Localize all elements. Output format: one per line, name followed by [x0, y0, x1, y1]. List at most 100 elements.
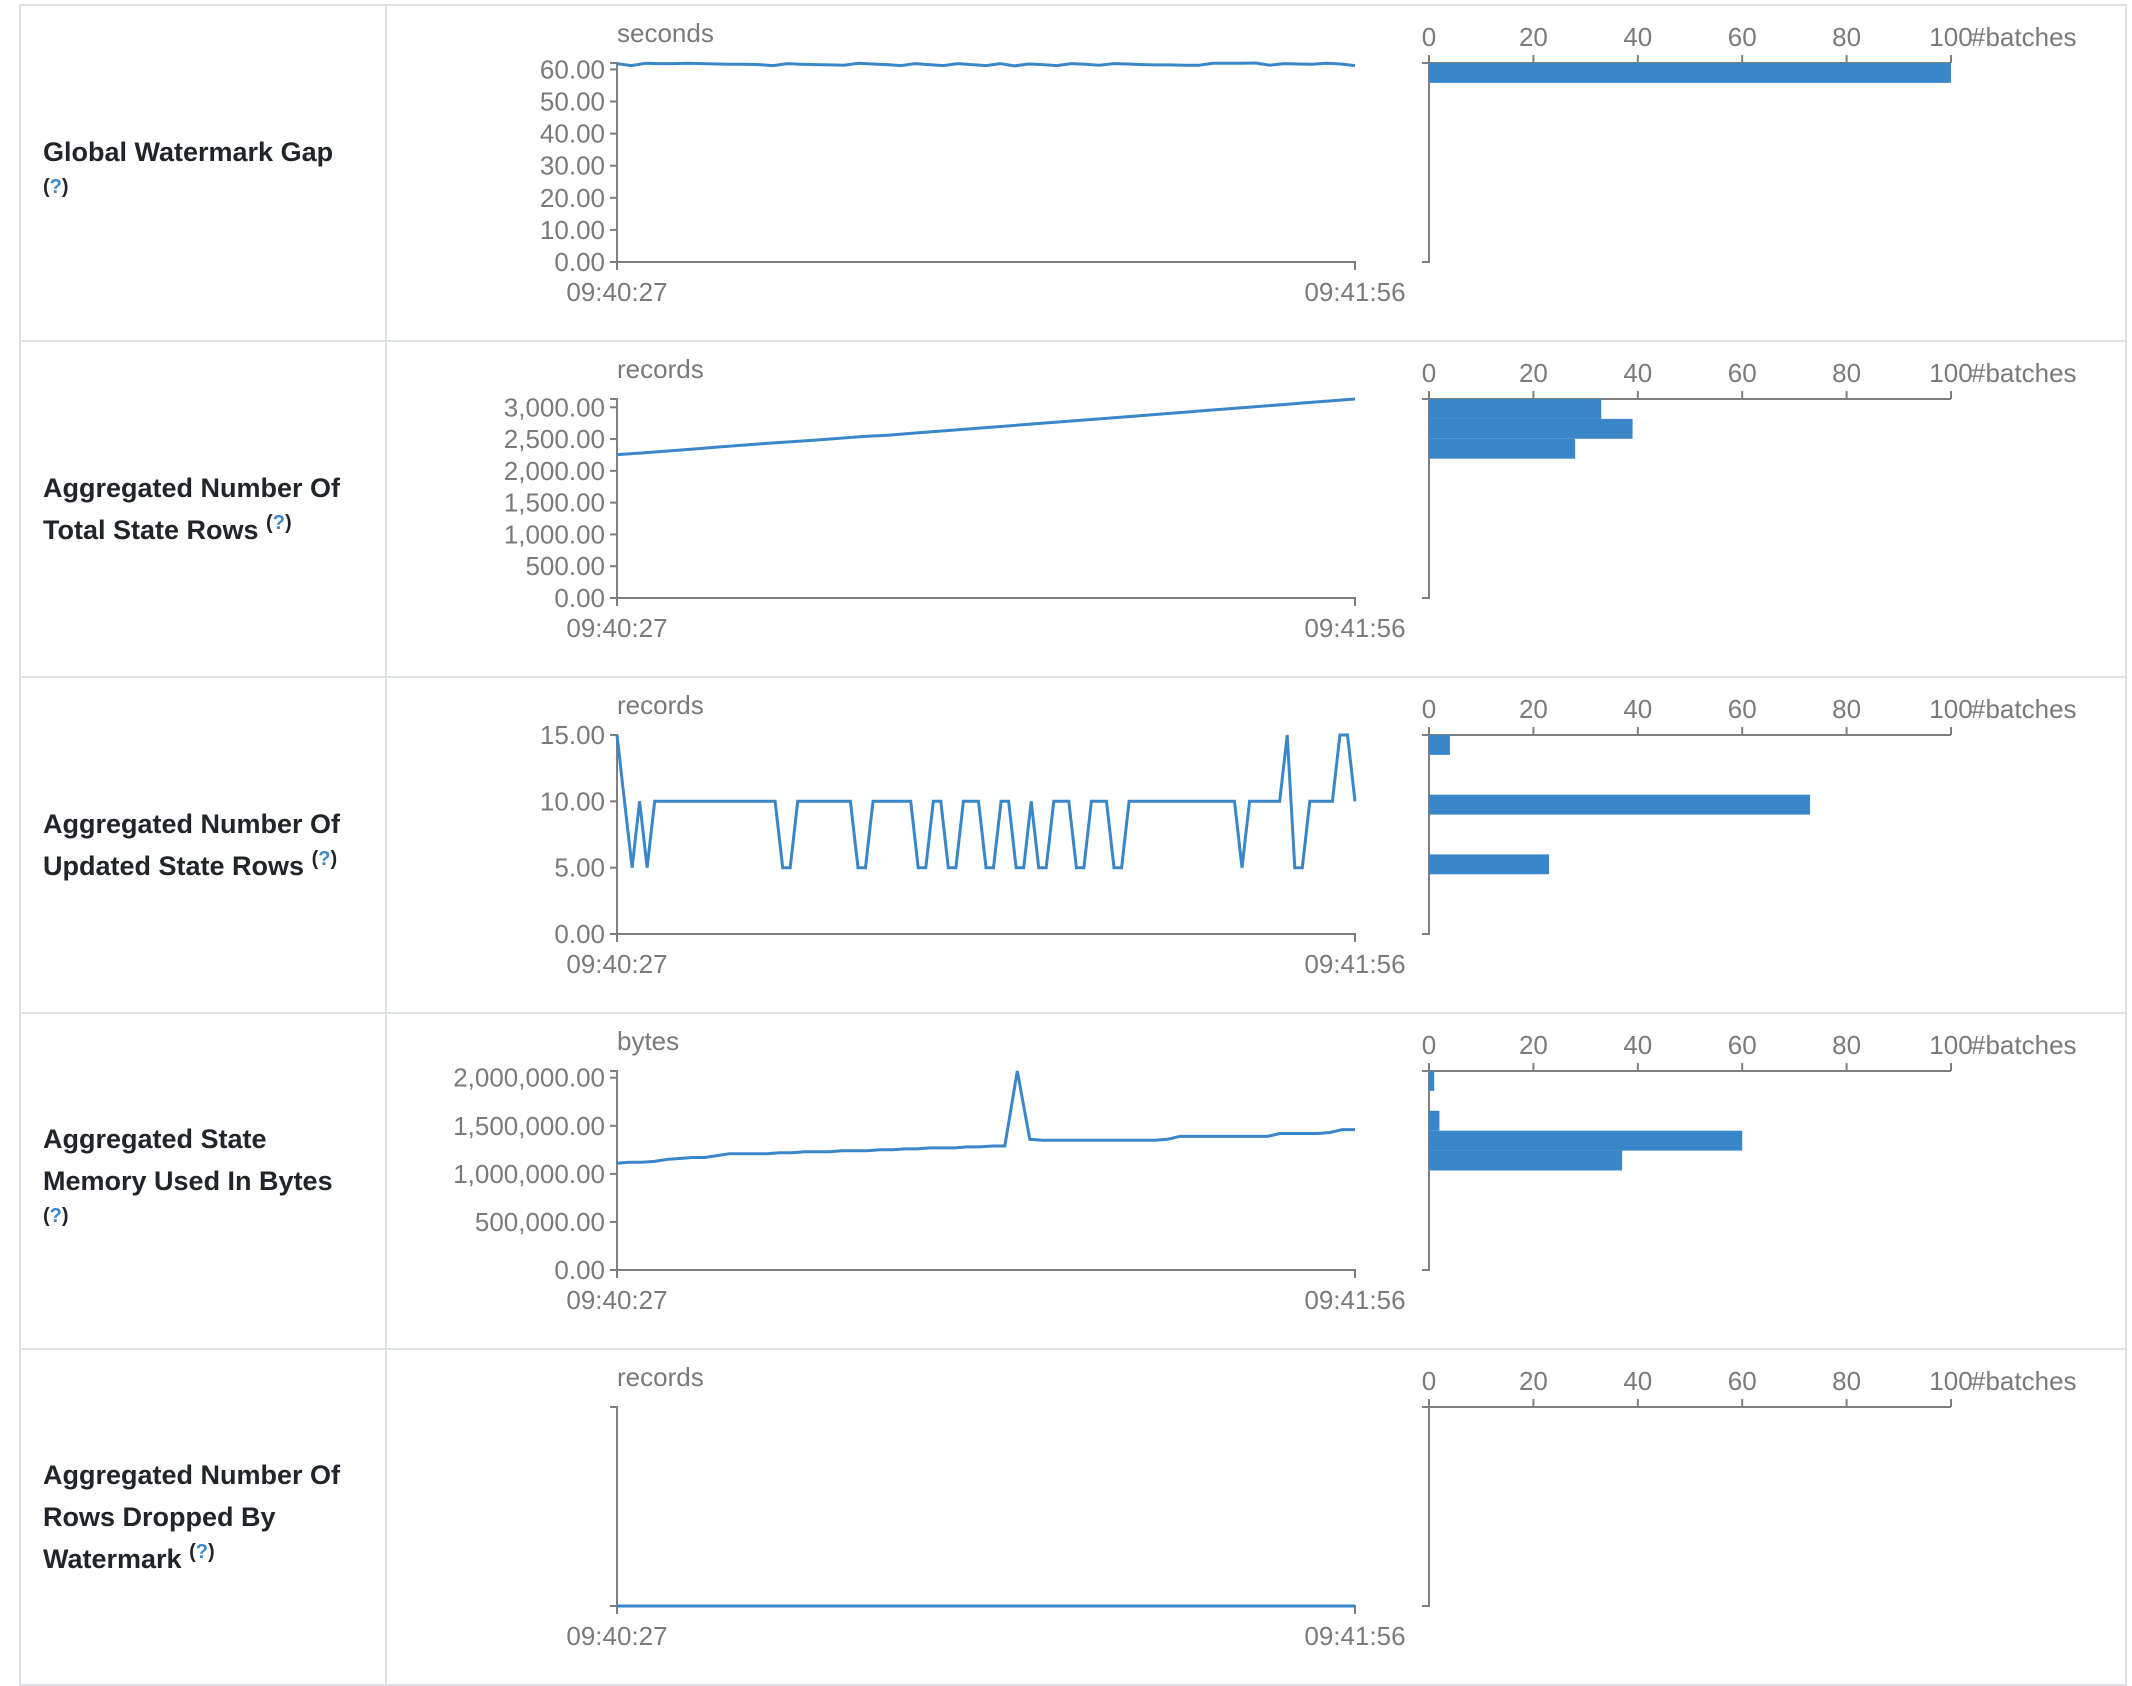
- histogram-tick-label: 60: [1728, 1366, 1757, 1396]
- help-mark-close: ): [284, 512, 292, 534]
- timeline-chart: records 0.00 5.00 10.00 15.00 09:40:27 09:41:5…: [540, 690, 1406, 979]
- histogram-tick-label: 20: [1519, 358, 1548, 388]
- help-tooltip-icon[interactable]: (?): [189, 1541, 215, 1563]
- help-tooltip-icon[interactable]: (?): [43, 1205, 69, 1227]
- x-tick-label-end: 09:41:56: [1304, 949, 1405, 979]
- histogram-tick-label: 0: [1422, 22, 1436, 52]
- histogram-tick-label: 20: [1519, 694, 1548, 724]
- metric-name: Aggregated Number Of Rows Dropped By Water…: [21, 1454, 340, 1580]
- y-axis-line: [610, 1406, 1356, 1614]
- histogram-left-axis: [1422, 735, 1430, 935]
- metric-name: Aggregated Number Of Updated State Rows (…: [21, 803, 340, 887]
- metric-name-line: Total State Rows: [43, 515, 259, 545]
- metric-label-cell: Global Watermark Gap (?): [21, 6, 387, 340]
- histogram-bar: [1429, 1150, 1623, 1171]
- histogram-tick-label: 100: [1929, 1366, 1972, 1396]
- metric-name-line: Aggregated Number Of: [43, 473, 341, 503]
- help-tooltip-icon[interactable]: (?): [266, 512, 292, 534]
- y-axis-unit-label: bytes: [617, 1026, 679, 1056]
- y-tick-label: 20.00: [540, 183, 605, 213]
- histogram-bar: [1429, 1130, 1743, 1151]
- metrics-table: Global Watermark Gap (?) seconds 0.00 10.00 2…: [19, 4, 2127, 1686]
- metric-name: Global Watermark Gap (?): [21, 131, 333, 215]
- y-tick-label: 5.00: [554, 853, 605, 883]
- y-tick-label: 0.00: [554, 583, 605, 613]
- y-tick-label: 0.00: [554, 1255, 605, 1285]
- histogram-tick-label: 20: [1519, 22, 1548, 52]
- y-tick-label: 30.00: [540, 151, 605, 181]
- histogram-axis-label: #batches: [1971, 1030, 2077, 1060]
- help-mark-close: ): [61, 1205, 69, 1227]
- metric-label-cell: Aggregated Number Of Updated State Rows (…: [21, 678, 387, 1012]
- metric-name-line: Memory Used In Bytes: [43, 1166, 333, 1196]
- metric-row: Aggregated Number Of Updated State Rows (…: [19, 678, 2127, 1014]
- histogram-bar: [1429, 438, 1576, 459]
- help-tooltip-icon[interactable]: (?): [312, 848, 338, 870]
- help-mark-q: ?: [49, 176, 62, 198]
- y-tick-label: 1,000,000.00: [453, 1159, 605, 1189]
- y-axis-unit-label: records: [617, 354, 704, 384]
- histogram-left-axis: [1422, 63, 1430, 263]
- y-tick-label: 0.00: [554, 247, 605, 277]
- help-mark-close: ): [207, 1541, 215, 1563]
- histogram-tick-label: 20: [1519, 1366, 1548, 1396]
- metric-row: Aggregated State Memory Used In Bytes (?) b…: [19, 1014, 2127, 1350]
- y-tick-label: 0.00: [554, 919, 605, 949]
- histogram-left-axis: [1422, 399, 1430, 599]
- metric-name-line: Aggregated Number Of: [43, 1460, 341, 1490]
- histogram-axis-label: #batches: [1971, 358, 2077, 388]
- histogram-tick-label: 100: [1929, 22, 1972, 52]
- histogram-tick-label: 40: [1623, 1030, 1652, 1060]
- x-tick-label-start: 09:40:27: [566, 1285, 667, 1315]
- y-tick-label: 1,500.00: [504, 488, 605, 518]
- histogram-tick-label: 40: [1623, 694, 1652, 724]
- x-tick-label-end: 09:41:56: [1304, 613, 1405, 643]
- y-tick-label: 500,000.00: [475, 1207, 605, 1237]
- histogram-chart: 0 20 40 60 80 100#batches: [1422, 1366, 2077, 1607]
- x-tick-label-end: 09:41:56: [1304, 277, 1405, 307]
- metric-label-cell: Aggregated Number Of Total State Rows (?): [21, 342, 387, 676]
- histogram-tick-label: 40: [1623, 22, 1652, 52]
- metric-name: Aggregated State Memory Used In Bytes (?): [21, 1118, 333, 1244]
- histogram-tick-label: 40: [1623, 358, 1652, 388]
- y-tick-label: 3,000.00: [504, 392, 605, 422]
- y-tick-label: 1,000.00: [504, 519, 605, 549]
- y-axis-unit-label: seconds: [617, 18, 714, 48]
- histogram-axis-label: #batches: [1971, 1366, 2077, 1396]
- histogram-bar: [1429, 399, 1602, 419]
- metric-chart: bytes 0.00 500,000.00 1,000,000.00 1,500,000…: [453, 1026, 2077, 1315]
- histogram-bar: [1429, 1110, 1440, 1131]
- y-tick-label: 1,500,000.00: [453, 1111, 605, 1141]
- help-mark-q: ?: [195, 1541, 208, 1563]
- histogram-tick-label: 100: [1929, 358, 1972, 388]
- metric-row: Aggregated Number Of Rows Dropped By Water…: [19, 1350, 2127, 1686]
- histogram-tick-label: 60: [1728, 694, 1757, 724]
- histogram-tick-label: 0: [1422, 694, 1436, 724]
- histogram-tick-label: 0: [1422, 1366, 1436, 1396]
- y-tick-label: 500.00: [525, 551, 605, 581]
- help-mark-q: ?: [272, 512, 285, 534]
- histogram-chart: 0 20 40 60 80 100#batches: [1422, 1030, 2077, 1271]
- x-tick-label-end: 09:41:56: [1304, 1621, 1405, 1651]
- histogram-tick-label: 100: [1929, 694, 1972, 724]
- help-mark-q: ?: [318, 848, 331, 870]
- metric-name-line: Watermark: [43, 1544, 182, 1574]
- metric-name-line: Rows Dropped By: [43, 1502, 276, 1532]
- metric-name-line: Updated State Rows: [43, 851, 305, 881]
- timeline-chart: records 09:40:27 09:41:56: [566, 1362, 1405, 1651]
- x-tick-label-start: 09:40:27: [566, 1621, 667, 1651]
- y-tick-label: 2,000,000.00: [453, 1063, 605, 1093]
- y-axis-unit-label: records: [617, 690, 704, 720]
- y-axis-line: [610, 398, 1356, 606]
- histogram-tick-label: 100: [1929, 1030, 1972, 1060]
- help-tooltip-icon[interactable]: (?): [43, 176, 69, 198]
- histogram-tick-label: 80: [1832, 358, 1861, 388]
- histogram-bar: [1429, 418, 1633, 439]
- histogram-bar: [1429, 794, 1811, 815]
- help-mark-q: ?: [49, 1205, 62, 1227]
- histogram-chart: 0 20 40 60 80 100#batches: [1422, 694, 2077, 935]
- series-line: [616, 61, 1356, 68]
- timeline-chart: bytes 0.00 500,000.00 1,000,000.00 1,500,000…: [453, 1026, 1405, 1315]
- metric-label-cell: Aggregated Number Of Rows Dropped By Water…: [21, 1350, 387, 1684]
- histogram-tick-label: 40: [1623, 1366, 1652, 1396]
